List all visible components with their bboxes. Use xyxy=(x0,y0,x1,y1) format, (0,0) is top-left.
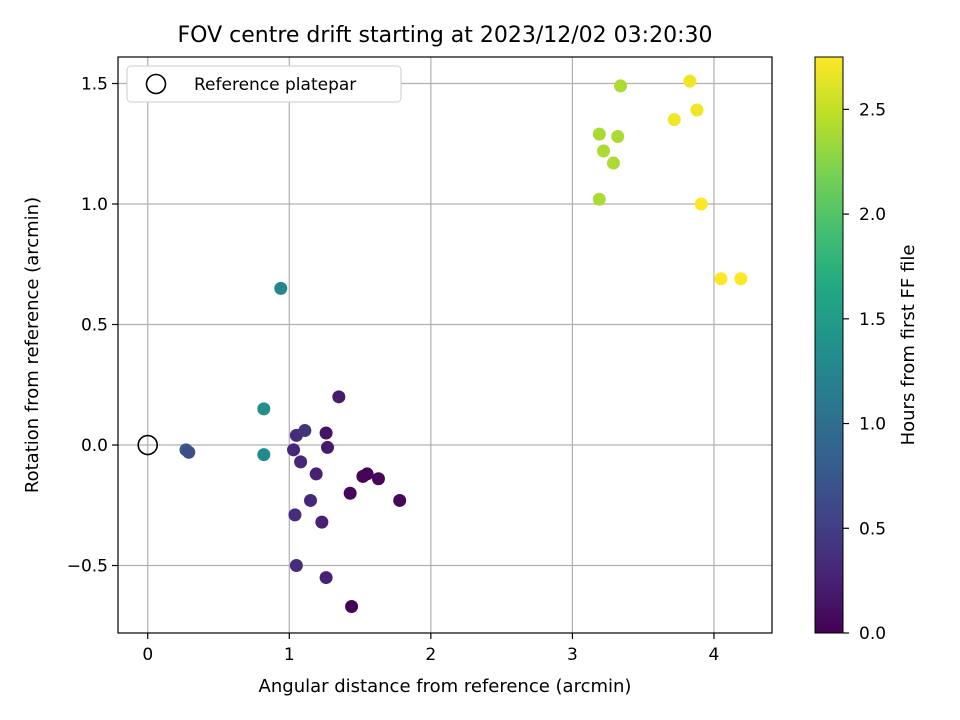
data-point xyxy=(694,197,708,211)
x-axis-ticks: 0 1 2 3 4 xyxy=(142,633,719,665)
chart-title: FOV centre drift starting at 2023/12/02 … xyxy=(178,23,713,48)
data-points xyxy=(179,74,748,613)
colorbar-label: Hours from first FF file xyxy=(898,245,919,446)
data-point xyxy=(345,599,359,613)
data-point xyxy=(592,192,606,206)
grid-lines xyxy=(118,57,772,633)
data-point xyxy=(606,156,620,170)
data-point xyxy=(182,445,196,459)
data-point xyxy=(343,486,357,500)
data-point xyxy=(592,127,606,141)
x-tick-label: 3 xyxy=(567,645,578,665)
data-point xyxy=(287,443,301,457)
data-point xyxy=(393,493,407,507)
data-point xyxy=(683,74,697,88)
data-point xyxy=(597,144,611,158)
data-point xyxy=(321,440,335,454)
y-tick-label: 1.5 xyxy=(81,75,108,95)
legend-marker-icon xyxy=(145,73,167,95)
data-point xyxy=(298,424,312,438)
data-point xyxy=(289,559,303,573)
data-point xyxy=(288,508,302,522)
reference-marker-group xyxy=(137,434,159,456)
colorbar-tick-label: 2.5 xyxy=(859,100,886,120)
y-tick-label: 0.5 xyxy=(81,316,108,336)
plot-frame xyxy=(117,56,773,634)
data-point xyxy=(371,472,385,486)
colorbar-ticks: 0.0 0.5 1.0 1.5 2.0 2.5 xyxy=(843,100,886,644)
data-point xyxy=(257,448,271,462)
data-point xyxy=(611,130,625,144)
data-point xyxy=(315,515,329,529)
colorbar-tick-label: 1.5 xyxy=(859,310,886,330)
data-point xyxy=(319,426,333,440)
data-point xyxy=(690,103,704,117)
data-point xyxy=(614,79,628,93)
data-point xyxy=(304,493,318,507)
colorbar-tick-label: 0.0 xyxy=(859,624,886,644)
y-tick-label: 0.0 xyxy=(81,436,108,456)
colorbar-tick-label: 1.0 xyxy=(859,415,886,435)
x-tick-label: 4 xyxy=(709,645,720,665)
colorbar: 0.0 0.5 1.0 1.5 2.0 2.5 Hours from first FF f… xyxy=(814,56,919,644)
data-point xyxy=(714,272,728,286)
colorbar-tick-label: 0.5 xyxy=(859,519,886,539)
data-point xyxy=(257,402,271,416)
colorbar-tick-label: 2.0 xyxy=(859,205,886,225)
x-axis-label: Angular distance from reference (arcmin) xyxy=(259,676,632,697)
data-point xyxy=(294,455,308,469)
x-tick-label: 0 xyxy=(142,645,153,665)
x-tick-label: 1 xyxy=(284,645,295,665)
data-point xyxy=(332,390,346,404)
y-tick-label: −0.5 xyxy=(67,557,108,577)
legend-box xyxy=(126,65,402,103)
data-point xyxy=(309,467,323,481)
colorbar-gradient xyxy=(814,56,844,634)
data-point xyxy=(734,272,748,286)
y-tick-label: 1.0 xyxy=(81,195,108,215)
reference-platepar-marker xyxy=(137,434,159,456)
data-point xyxy=(667,113,681,127)
y-axis-ticks: −0.5 0.0 0.5 1.0 1.5 xyxy=(67,75,118,577)
data-point xyxy=(274,281,288,295)
legend-label: Reference platepar xyxy=(194,75,356,95)
legend: Reference platepar xyxy=(126,65,402,103)
y-axis-label: Rotation from reference (arcmin) xyxy=(22,197,43,493)
data-point xyxy=(319,571,333,585)
data-point xyxy=(360,467,374,481)
x-tick-label: 2 xyxy=(425,645,436,665)
